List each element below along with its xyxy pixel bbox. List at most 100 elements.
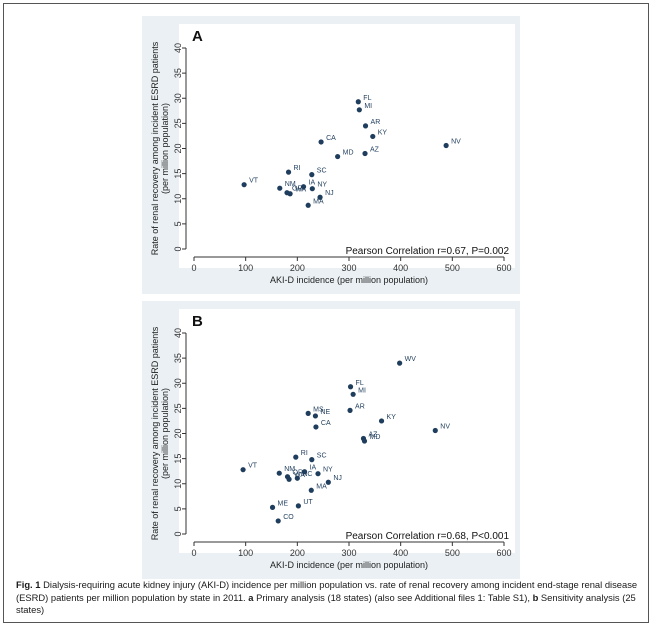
- data-point: [347, 384, 354, 390]
- data-point: [397, 360, 403, 366]
- point-label: NM: [284, 466, 295, 473]
- point-label: VT: [249, 178, 259, 185]
- scatter-panel-a: A 0 5 10 15 20 25 30 35 40 0 100 200 300 400 500 600 AKI-…: [142, 16, 520, 294]
- point-label: OR: [293, 470, 304, 477]
- x-axis-title: AKI-D incidence (per million population): [270, 275, 428, 285]
- x-tick-label: 300: [341, 548, 356, 558]
- data-point: [275, 518, 281, 524]
- x-tick-label: 500: [445, 548, 460, 558]
- point-label: FL: [356, 380, 364, 387]
- panel-label: A: [192, 28, 203, 45]
- data-point: [294, 475, 300, 481]
- x-tick-label: 300: [341, 263, 356, 273]
- y-axis-title-line1: Rate of renal recovery among incident ES…: [150, 41, 160, 255]
- data-point: [335, 153, 341, 160]
- y-tick-label: 35: [173, 353, 183, 363]
- data-point: [355, 99, 361, 105]
- y-tick-label: 25: [173, 118, 183, 128]
- point-label: AZ: [370, 147, 380, 154]
- data-point: [309, 457, 315, 463]
- y-tick-label: 5: [173, 506, 183, 511]
- x-tick-label: 100: [238, 548, 253, 558]
- data-point: [300, 184, 307, 190]
- point-label: MD: [343, 150, 354, 157]
- data-point: [305, 410, 311, 416]
- correlation-annotation: Pearson Correlation r=0.67, P=0.002: [346, 246, 510, 257]
- point-label: MI: [358, 387, 366, 394]
- y-tick-label: 20: [173, 428, 183, 438]
- point-label: CA: [326, 135, 336, 142]
- y-tick-label: 0: [173, 246, 183, 251]
- x-tick-label: 400: [393, 548, 408, 558]
- x-tick-label: 200: [290, 548, 305, 558]
- point-label: NJ: [333, 475, 342, 482]
- x-axis-title: AKI-D incidence (per million population): [270, 560, 428, 570]
- data-point: [241, 182, 247, 188]
- point-label: CO: [283, 514, 294, 521]
- point-label: SC: [317, 168, 327, 175]
- data-point: [315, 471, 321, 477]
- point-label: NC: [302, 471, 312, 478]
- point-label: IA: [310, 465, 317, 472]
- y-tick-label: 20: [173, 143, 183, 153]
- data-point: [276, 470, 282, 476]
- data-point: [325, 479, 331, 485]
- data-point: [286, 476, 292, 482]
- point-label: AR: [371, 119, 381, 126]
- figure-frame: A 0 5 10 15 20 25 30 35 40 0 100 200 300 400 500 600 AKI-…: [3, 3, 649, 623]
- point-label: MA: [313, 198, 324, 205]
- caption-panel-b-label: b: [532, 591, 539, 603]
- point-label: IA: [309, 180, 316, 187]
- point-label: MA: [316, 483, 327, 490]
- point-label: KY: [378, 129, 388, 136]
- caption-figure-number: Fig. 1: [16, 579, 41, 590]
- data-point: [347, 407, 353, 413]
- data-point: [301, 469, 308, 475]
- point-label: VT: [248, 463, 258, 470]
- data-point: [309, 172, 315, 178]
- point-label: KY: [387, 414, 397, 421]
- data-point: [356, 107, 362, 113]
- data-point: [362, 123, 369, 129]
- y-tick-label: 0: [173, 531, 183, 536]
- y-axis-title-line1: Rate of renal recovery among incident ES…: [150, 326, 160, 540]
- point-label: WV: [405, 356, 417, 363]
- x-tick-label: 0: [191, 548, 196, 558]
- y-tick-label: 15: [173, 454, 183, 464]
- data-point: [370, 133, 376, 140]
- point-label: MD: [370, 434, 381, 441]
- x-tick-label: 600: [496, 263, 511, 273]
- y-tick-label: 30: [173, 378, 183, 388]
- point-label: NE: [320, 409, 330, 416]
- point-label: NY: [323, 467, 333, 474]
- caption-text-3: Sensitivity analysis (25 states): [16, 591, 636, 616]
- data-point: [443, 142, 449, 149]
- panel-label: B: [192, 313, 203, 330]
- x-tick-label: 0: [191, 263, 196, 273]
- scatter-panel-b: B 0 5 10 15 20 25 30 35 40 0 100 200 300 400 500 600 AKI-…: [142, 301, 520, 579]
- point-label: MI: [364, 103, 372, 110]
- y-axis-title-line2: (per million population): [160, 103, 170, 194]
- point-label: NY: [317, 182, 327, 189]
- data-point: [318, 139, 324, 145]
- y-tick-label: 30: [173, 93, 183, 103]
- y-tick-label: 35: [173, 68, 183, 78]
- point-label: MS: [313, 406, 324, 413]
- point-label: UT: [303, 499, 313, 506]
- caption-text-2: Primary analysis (18 states) (also see A…: [253, 591, 533, 603]
- point-label: RI: [301, 450, 308, 457]
- y-tick-label: 40: [173, 43, 183, 53]
- point-label: AR: [355, 403, 365, 410]
- point-label: OR: [292, 186, 303, 193]
- data-point: [309, 186, 315, 192]
- data-point: [317, 194, 323, 200]
- y-tick-label: 25: [173, 403, 183, 413]
- point-label: CA: [321, 420, 331, 427]
- figure-caption: Fig. 1 Dialysis-requiring acute kidney i…: [16, 579, 644, 617]
- y-axis-title-line2: (per million population): [160, 388, 170, 479]
- data-point: [362, 150, 368, 157]
- data-point: [305, 202, 311, 208]
- data-point: [293, 454, 299, 460]
- point-label: FL: [363, 95, 371, 102]
- data-point: [287, 191, 293, 197]
